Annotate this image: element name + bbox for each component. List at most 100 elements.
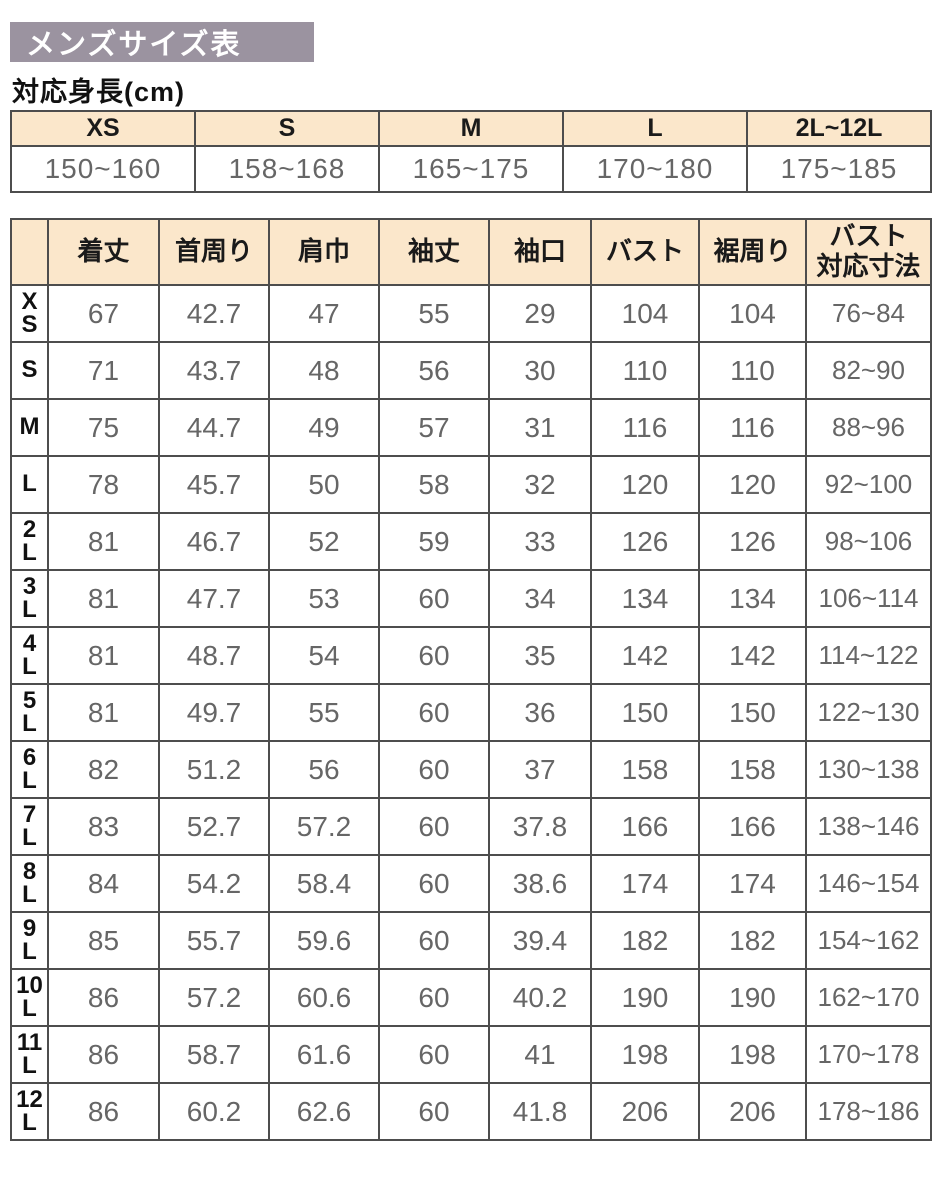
size-row-label: L <box>10 455 49 514</box>
table-cell: 57 <box>378 398 490 457</box>
size-table-column-header: 袖口 <box>488 218 592 286</box>
height-table-size-header: XS <box>10 110 196 147</box>
table-row: S 71 43.7 48 56 30 110 110 82~90 <box>10 341 932 400</box>
table-cell: 33 <box>488 512 592 571</box>
table-cell: 158 <box>590 740 700 799</box>
size-row-label-line: 3 <box>22 572 37 600</box>
table-cell: 104 <box>698 284 807 343</box>
table-cell: 59.6 <box>268 911 380 970</box>
table-cell: 60 <box>378 1025 490 1084</box>
table-cell: 158 <box>698 740 807 799</box>
table-cell: 62.6 <box>268 1082 380 1141</box>
table-cell: 182 <box>590 911 700 970</box>
table-cell: 71 <box>47 341 160 400</box>
table-cell: 116 <box>590 398 700 457</box>
table-cell: 60 <box>378 569 490 628</box>
table-cell: 116 <box>698 398 807 457</box>
height-section-label: 対応身長(cm) <box>12 77 186 107</box>
size-table-column-header: 裾周り <box>698 218 807 286</box>
table-row: 9 L 85 55.7 59.6 60 39.4 182 182 154~162 <box>10 911 932 970</box>
size-row-label: S <box>10 341 49 400</box>
size-row-label-line: L <box>22 880 37 908</box>
table-cell: 55 <box>268 683 380 742</box>
table-cell: 182 <box>698 911 807 970</box>
table-cell: 60 <box>378 911 490 970</box>
size-table-body: X S 67 42.7 47 55 29 104 104 76~84 S 71 43.7 48 56 30 11… <box>10 284 932 1141</box>
table-cell: 30 <box>488 341 592 400</box>
table-cell: 85 <box>47 911 160 970</box>
table-cell: 55 <box>378 284 490 343</box>
table-cell: 60 <box>378 626 490 685</box>
table-row: 3 L 81 47.7 53 60 34 134 134 106~114 <box>10 569 932 628</box>
table-cell: 60.2 <box>158 1082 270 1141</box>
size-row-label-line: L <box>22 709 37 737</box>
table-row: 7 L 83 52.7 57.2 60 37.8 166 166 138~146 <box>10 797 932 856</box>
table-cell: 54.2 <box>158 854 270 913</box>
size-row-label-line: 8 <box>22 857 37 885</box>
table-cell: 42.7 <box>158 284 270 343</box>
table-cell: 166 <box>698 797 807 856</box>
size-row-label-line: 9 <box>22 914 37 942</box>
table-cell: 130~138 <box>805 740 932 799</box>
table-cell: 92~100 <box>805 455 932 514</box>
height-table-size-header: 2L~12L <box>746 110 932 147</box>
table-cell: 60 <box>378 854 490 913</box>
table-cell: 206 <box>590 1082 700 1141</box>
table-cell: 41 <box>488 1025 592 1084</box>
table-row: 10 L 86 57.2 60.6 60 40.2 190 190 162~170 <box>10 968 932 1027</box>
table-cell: 75 <box>47 398 160 457</box>
size-row-label-line: 6 <box>22 743 37 771</box>
table-cell: 58.4 <box>268 854 380 913</box>
size-row-label-line: X <box>21 287 38 315</box>
table-cell: 206 <box>698 1082 807 1141</box>
table-cell: 178~186 <box>805 1082 932 1141</box>
table-cell: 86 <box>47 1082 160 1141</box>
table-cell: 81 <box>47 683 160 742</box>
table-cell: 51.2 <box>158 740 270 799</box>
table-cell: 81 <box>47 626 160 685</box>
height-table-header-row: XS S M L 2L~12L <box>10 110 932 147</box>
table-cell: 55.7 <box>158 911 270 970</box>
size-row-label-line: L <box>22 766 37 794</box>
table-cell: 170~178 <box>805 1025 932 1084</box>
table-cell: 126 <box>590 512 700 571</box>
table-cell: 120 <box>590 455 700 514</box>
table-cell: 40.2 <box>488 968 592 1027</box>
table-cell: 162~170 <box>805 968 932 1027</box>
size-row-label-line: L <box>22 823 37 851</box>
table-cell: 60 <box>378 797 490 856</box>
table-cell: 43.7 <box>158 341 270 400</box>
height-table-range-cell: 170~180 <box>562 145 748 193</box>
table-cell: 39.4 <box>488 911 592 970</box>
table-cell: 48 <box>268 341 380 400</box>
table-cell: 98~106 <box>805 512 932 571</box>
table-cell: 150 <box>590 683 700 742</box>
table-cell: 60.6 <box>268 968 380 1027</box>
size-row-label-line: 12 <box>16 1085 43 1113</box>
table-cell: 146~154 <box>805 854 932 913</box>
size-row-label-line: 7 <box>22 800 37 828</box>
table-cell: 67 <box>47 284 160 343</box>
table-cell: 46.7 <box>158 512 270 571</box>
table-cell: 198 <box>698 1025 807 1084</box>
table-cell: 81 <box>47 569 160 628</box>
height-table-size-header: S <box>194 110 380 147</box>
table-cell: 47 <box>268 284 380 343</box>
size-row-label-line: 5 <box>22 686 37 714</box>
table-cell: 174 <box>590 854 700 913</box>
table-cell: 32 <box>488 455 592 514</box>
size-table-corner-cell <box>10 218 49 286</box>
height-table-range-cell: 150~160 <box>10 145 196 193</box>
table-cell: 84 <box>47 854 160 913</box>
table-cell: 52 <box>268 512 380 571</box>
table-cell: 86 <box>47 968 160 1027</box>
table-cell: 88~96 <box>805 398 932 457</box>
size-row-label: 11 L <box>10 1025 49 1084</box>
height-table-value-row: 150~160 158~168 165~175 170~180 175~185 <box>10 145 932 193</box>
table-row: 4 L 81 48.7 54 60 35 142 142 114~122 <box>10 626 932 685</box>
height-table-size-header: M <box>378 110 564 147</box>
